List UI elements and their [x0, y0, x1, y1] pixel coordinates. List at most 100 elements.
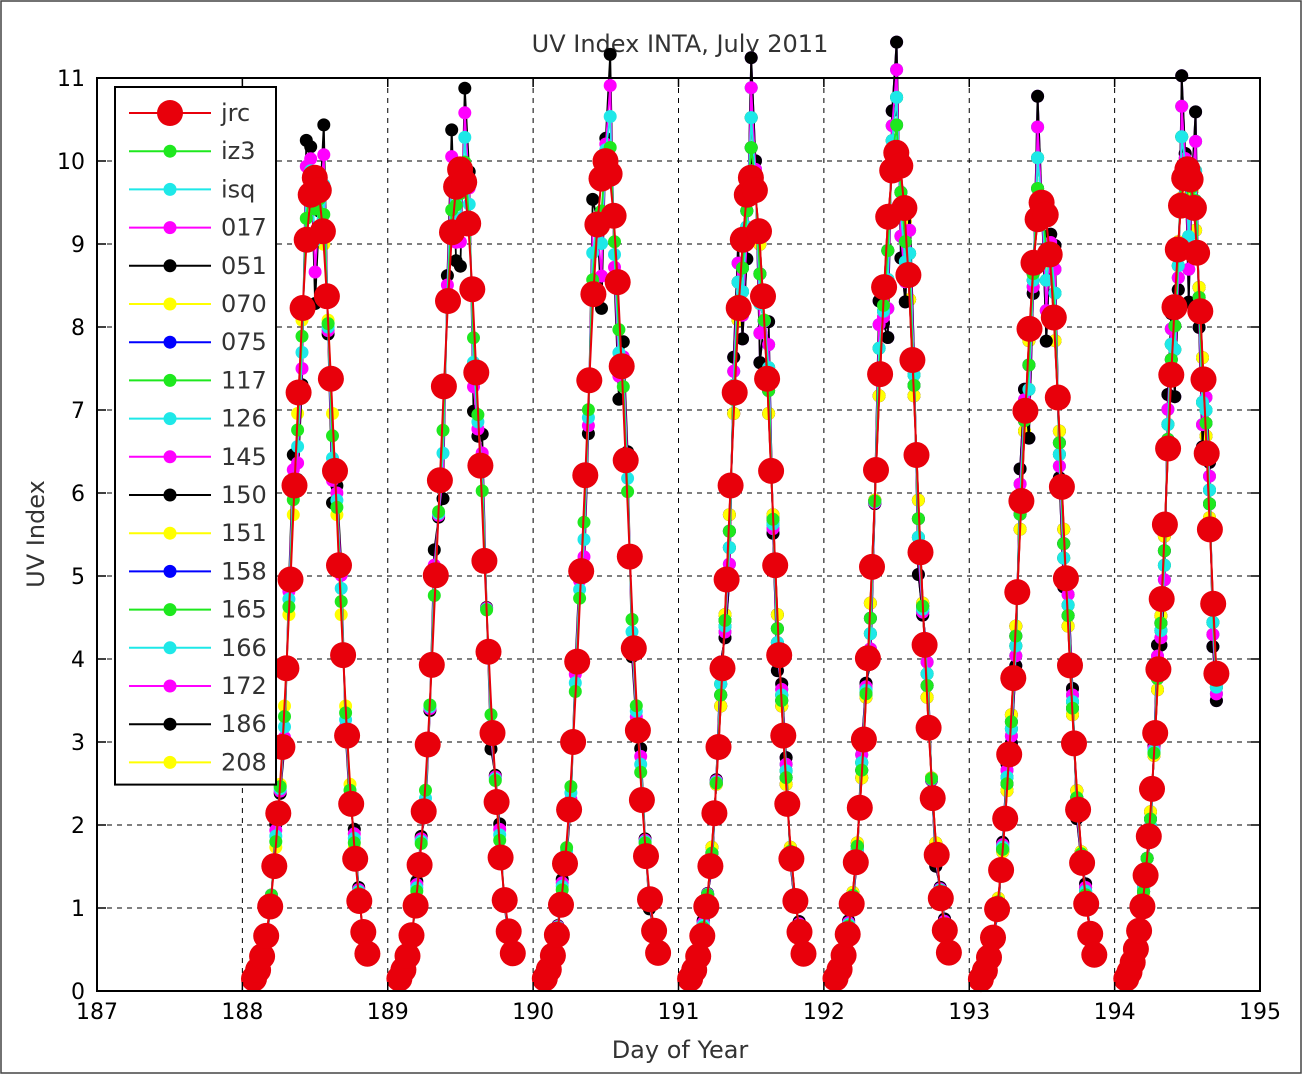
data-point: [1081, 941, 1108, 968]
legend-entry: jrc: [129, 99, 250, 127]
legend-box: [114, 86, 277, 786]
legend-label: 172: [221, 672, 267, 700]
data-point: [976, 944, 1002, 971]
data-point: [449, 198, 463, 212]
data-point: [741, 177, 768, 204]
y-tick-label: 9: [71, 233, 85, 258]
data-point: [1200, 590, 1227, 617]
data-point: [830, 942, 857, 969]
legend-marker: [163, 335, 177, 349]
data-point: [1189, 134, 1203, 148]
data-point: [1203, 660, 1230, 687]
data-point: [603, 79, 617, 92]
data-point: [753, 326, 767, 340]
data-point: [1039, 273, 1053, 287]
data-point: [725, 295, 752, 321]
data-point: [422, 562, 449, 589]
data-point: [740, 204, 754, 218]
legend-entry: 172: [129, 672, 267, 700]
data-point: [350, 919, 377, 945]
legend-entry: 150: [129, 481, 267, 509]
data-point: [762, 338, 776, 352]
data-point: [291, 440, 305, 453]
data-point: [1004, 579, 1031, 606]
data-point: [899, 347, 926, 373]
data-point: [778, 845, 805, 872]
y-tick-label: 5: [71, 565, 85, 590]
data-point: [770, 722, 797, 749]
data-point: [608, 353, 635, 380]
data-point: [1187, 298, 1214, 325]
data-point: [890, 63, 904, 77]
data-point: [1148, 586, 1175, 612]
legend-marker: [163, 182, 177, 196]
data-point: [273, 655, 300, 682]
data-point: [713, 566, 740, 593]
legend-label: 151: [221, 519, 267, 547]
data-point: [907, 539, 934, 566]
data-point: [1061, 730, 1087, 757]
legend-entry: 126: [129, 405, 267, 433]
data-point: [1155, 435, 1182, 462]
data-point: [988, 857, 1015, 883]
data-point: [891, 195, 918, 221]
data-point: [1048, 286, 1062, 300]
y-tick-label: 10: [57, 150, 85, 175]
data-point: [455, 210, 482, 237]
data-point: [539, 942, 566, 969]
data-point: [790, 940, 817, 967]
data-point: [1175, 69, 1189, 83]
data-point: [620, 635, 647, 662]
y-tick-label: 0: [71, 980, 85, 1005]
data-point: [317, 118, 331, 132]
data-point: [1057, 652, 1083, 679]
data-point: [744, 81, 758, 95]
data-point: [612, 447, 639, 474]
data-point: [842, 849, 869, 876]
data-point: [1196, 516, 1223, 543]
data-point: [881, 331, 895, 344]
data-point: [458, 106, 472, 120]
data-point: [406, 851, 433, 878]
legend-label: jrc: [220, 99, 250, 127]
data-point: [430, 373, 457, 400]
data-point: [249, 943, 276, 970]
data-point: [923, 841, 950, 868]
legend: jrc iz3 isq 017 051 070 075 117 126 145 150 151 158 1…: [114, 86, 277, 786]
data-point: [265, 800, 292, 827]
data-point: [984, 896, 1011, 923]
data-point: [890, 35, 904, 49]
data-point: [1000, 665, 1027, 692]
data-point: [580, 281, 607, 308]
data-point: [881, 244, 895, 257]
legend-label: 117: [221, 366, 267, 394]
data-point: [717, 472, 744, 499]
legend-entry: 075: [129, 328, 267, 356]
legend-label: 017: [221, 214, 267, 242]
data-point: [854, 645, 881, 672]
data-point: [322, 457, 348, 484]
data-point: [846, 794, 873, 821]
data-point: [398, 922, 425, 949]
legend-entry: 208: [129, 748, 267, 776]
data-point: [326, 552, 352, 579]
x-tick-label: 191: [658, 1000, 700, 1025]
data-point: [330, 642, 357, 669]
data-point: [1077, 920, 1104, 947]
data-point: [458, 81, 472, 95]
data-point: [1193, 440, 1220, 467]
data-point: [560, 729, 587, 755]
data-point: [1036, 241, 1063, 268]
legend-entry: 158: [129, 557, 267, 585]
data-point: [577, 533, 591, 546]
data-point: [338, 790, 365, 817]
data-point: [890, 118, 904, 132]
legend-marker: [163, 373, 177, 387]
data-point: [1199, 403, 1213, 417]
legend-entry: 017: [129, 214, 267, 242]
y-tick-label: 1: [71, 897, 85, 922]
data-point: [935, 939, 962, 966]
data-point: [721, 379, 748, 406]
data-point: [895, 262, 922, 288]
data-point: [1189, 105, 1203, 119]
